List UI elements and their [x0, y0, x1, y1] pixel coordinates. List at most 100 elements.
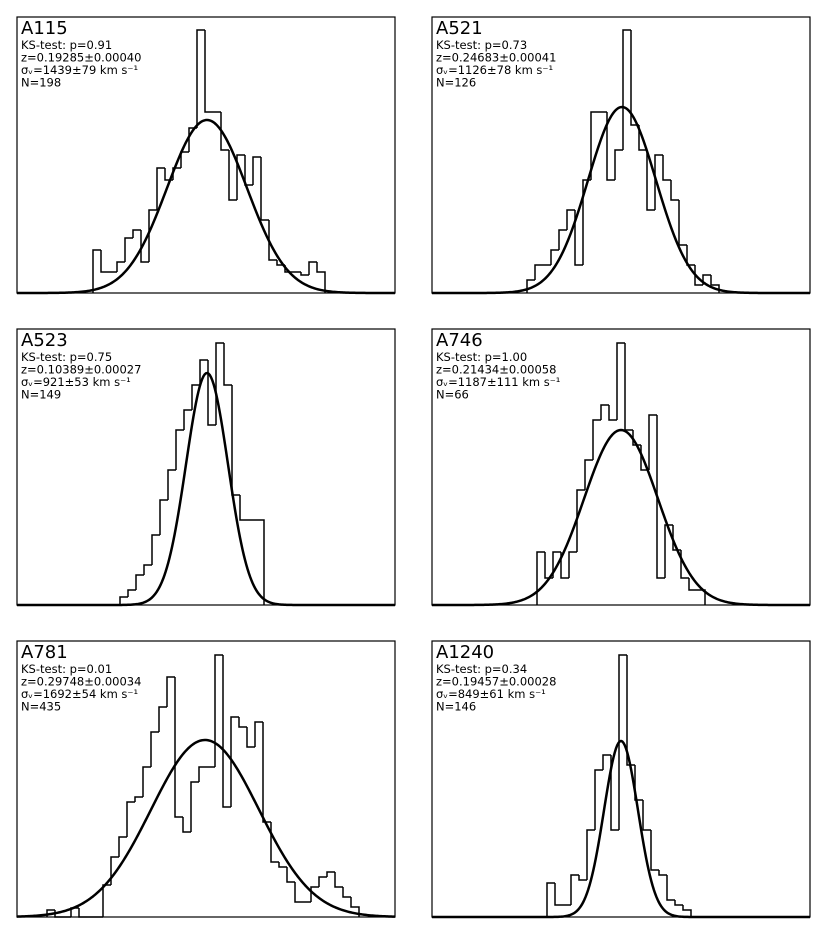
histogram-step — [254, 721, 263, 747]
histogram-step — [230, 716, 239, 807]
histogram-step — [350, 897, 360, 917]
histogram-step — [634, 765, 643, 801]
histogram-step — [552, 551, 561, 578]
histogram-step — [100, 250, 109, 273]
histogram-step — [342, 887, 351, 898]
histogram-step — [642, 800, 651, 831]
annotation: z=0.29748±0.00034 — [21, 675, 141, 689]
histogram-step — [150, 731, 159, 767]
histogram-step — [286, 867, 295, 883]
histogram-step — [140, 230, 149, 263]
histogram-step — [204, 30, 213, 113]
histogram-step — [674, 900, 683, 906]
histogram-step — [594, 769, 603, 830]
histogram-step — [558, 229, 567, 250]
histogram-step — [686, 245, 695, 266]
annotation: N=149 — [21, 388, 61, 402]
histogram-step — [118, 836, 127, 857]
histogram-step — [590, 111, 599, 180]
histogram-step — [646, 150, 655, 211]
histogram-step — [278, 862, 287, 868]
histogram-step — [656, 415, 665, 579]
histogram-step — [166, 676, 175, 707]
annotation: z=0.19457±0.00028 — [436, 675, 556, 689]
gaussian-fit — [432, 105, 810, 295]
histogram-step — [592, 419, 601, 460]
histogram-step — [578, 875, 587, 881]
annotation: N=146 — [436, 700, 476, 714]
annotation: KS-test: p=0.73 — [436, 38, 527, 52]
histogram-step — [584, 459, 593, 490]
annotation: σᵥ=1439±79 km s⁻¹ — [21, 63, 138, 77]
histogram-step — [606, 112, 615, 181]
annotation: N=198 — [21, 76, 61, 90]
histogram-step — [576, 489, 585, 552]
histogram-step — [183, 409, 192, 430]
histogram-step — [256, 519, 265, 605]
histogram-step — [678, 200, 687, 246]
histogram-step — [196, 29, 205, 128]
histogram-step — [151, 534, 160, 565]
histogram-step — [102, 884, 111, 917]
histogram-step — [222, 655, 231, 808]
panel-frame — [16, 16, 396, 294]
histogram-step — [664, 524, 673, 578]
histogram-step — [132, 229, 141, 238]
histogram-step — [126, 801, 135, 837]
histogram-step — [172, 167, 181, 180]
histogram-step — [236, 154, 245, 200]
histogram-step — [546, 882, 555, 917]
histogram-step — [622, 29, 631, 150]
panel-title: A115 — [21, 18, 68, 39]
histogram-step — [252, 156, 261, 185]
histogram-step — [697, 589, 706, 605]
histogram-step — [175, 429, 184, 470]
histogram-step — [238, 717, 247, 728]
histogram-step — [310, 886, 319, 902]
histogram-step — [658, 870, 667, 876]
histogram-step — [666, 875, 675, 901]
histogram-step — [167, 469, 176, 500]
panel-frame — [16, 328, 396, 606]
histogram-step — [300, 272, 309, 276]
histogram-step — [199, 359, 208, 385]
histogram-step — [174, 677, 183, 818]
histogram-step — [294, 882, 303, 903]
histogram-step — [670, 180, 679, 201]
histogram-step — [78, 908, 87, 918]
histogram-step — [260, 157, 269, 221]
annotation: N=66 — [436, 388, 469, 402]
histogram-step — [116, 261, 125, 272]
histogram-step — [262, 722, 271, 823]
annotation: KS-test: p=1.00 — [436, 350, 527, 364]
histogram-step — [554, 883, 563, 906]
histogram-step — [570, 874, 579, 905]
histogram-step — [626, 655, 635, 766]
histogram-step — [694, 265, 703, 286]
annotation: z=0.21434±0.00058 — [436, 363, 556, 377]
histogram-step — [618, 654, 627, 830]
panel-title: A781 — [21, 642, 68, 663]
annotation: σᵥ=1126±78 km s⁻¹ — [436, 63, 553, 77]
histogram-step — [223, 343, 232, 386]
annotation: z=0.19285±0.00040 — [21, 51, 141, 65]
annotation: KS-test: p=0.91 — [21, 38, 112, 52]
histogram-step — [92, 249, 101, 293]
histogram-step — [586, 829, 595, 880]
histogram-step — [638, 125, 647, 151]
annotation: z=0.24683±0.00041 — [436, 51, 556, 65]
histogram-step — [191, 384, 200, 410]
histogram-step — [180, 151, 189, 168]
histogram-step — [688, 578, 697, 591]
histogram-step — [610, 755, 619, 831]
gaussian-fit — [432, 739, 810, 919]
histogram-step — [574, 210, 583, 266]
histogram-step — [124, 237, 133, 262]
annotation: σᵥ=921±53 km s⁻¹ — [21, 375, 131, 389]
histogram-step — [536, 551, 545, 605]
